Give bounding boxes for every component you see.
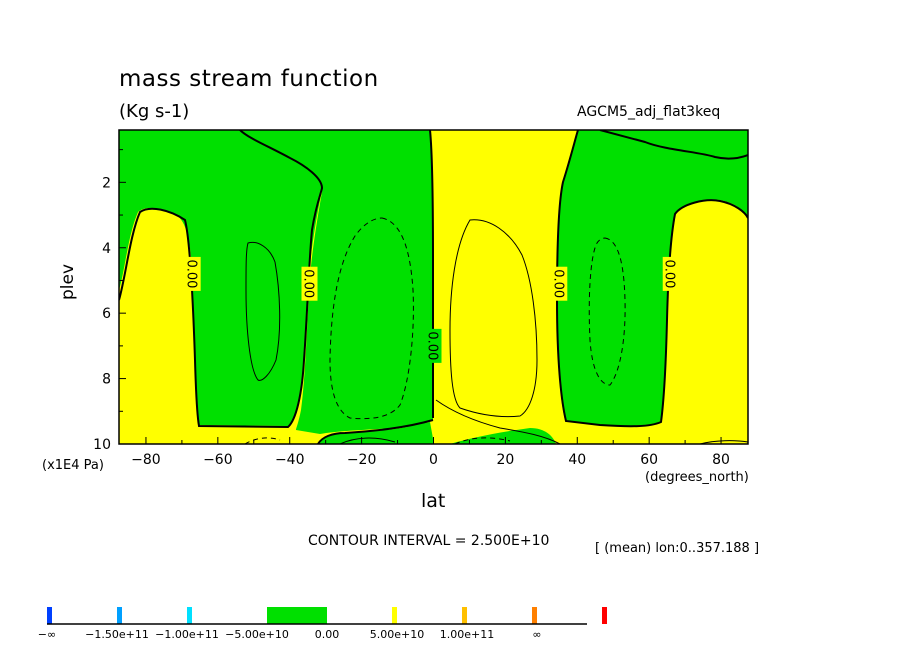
- colorbar-label: 1.00e+11: [440, 628, 494, 641]
- contour-label-text: 0.00: [662, 259, 677, 288]
- y-tick-label: 8: [102, 372, 111, 388]
- contour-label: 0.00: [184, 256, 201, 291]
- colorbar: −∞ −1.50e+11 −1.00e+11 −5.00e+10 0.00 5.00e+1…: [38, 607, 607, 641]
- negative-contour-line: [244, 437, 281, 444]
- colorbar-segment: [392, 607, 397, 624]
- chart-units: (Kg s-1): [119, 101, 190, 122]
- zero-contour-line: [599, 130, 748, 160]
- y-tick-label: 10: [93, 437, 111, 453]
- x-axis: −80 −60 −40 −20 0 20 40 60 80: [131, 437, 730, 468]
- y-axis-units: (x1E4 Pa): [42, 458, 104, 473]
- contour-label-text: 0.00: [425, 331, 440, 360]
- contour-line-layer: [119, 130, 748, 444]
- colorbar-label: −∞: [38, 628, 56, 641]
- contour-label-bg: [662, 256, 679, 291]
- colorbar-label: 0.00: [315, 628, 340, 641]
- colorbar-label: −1.50e+11: [85, 628, 149, 641]
- y-tick-label: 2: [102, 175, 111, 191]
- colorbar-label: 5.00e+10: [370, 628, 424, 641]
- mean-note: [ (mean) lon:0..357.188 ]: [595, 541, 760, 556]
- negative-contour-line: [454, 437, 511, 444]
- colorbar-segment: [602, 607, 607, 624]
- contour-label: 0.00: [425, 328, 442, 363]
- positive-contour-line: [435, 399, 561, 444]
- positive-contour-line: [699, 440, 748, 444]
- positive-contour-line: [449, 219, 538, 418]
- contour-label-text: 0.00: [184, 259, 199, 288]
- colorbar-segment: [47, 607, 52, 624]
- contour-label: 0.00: [300, 266, 318, 301]
- x-axis-units: (degrees_north): [645, 470, 749, 485]
- contour-labels: 0.00 0.00 0.00 0.00 0.00: [184, 256, 679, 363]
- negative-contour-line: [588, 237, 626, 386]
- negative-region-sh-subtropic: [240, 130, 433, 434]
- positive-contour-line: [339, 437, 396, 444]
- colorbar-label: ∞: [532, 628, 541, 641]
- x-tick-label: 0: [429, 452, 438, 468]
- negative-contour-line: [329, 217, 414, 420]
- chart-title: mass stream function: [119, 66, 379, 92]
- contour-label-bg: [551, 266, 568, 301]
- contour-label-bg: [184, 256, 201, 291]
- zero-contour-line: [555, 130, 748, 428]
- y-axis: 2 4 6 8 10: [93, 149, 126, 453]
- contour-interval-note: CONTOUR INTERVAL = 2.500E+10: [308, 533, 550, 549]
- contour-label-text: 0.00: [550, 269, 565, 298]
- negative-region-nh-polar: [600, 130, 748, 159]
- contour-label-bg: [301, 266, 318, 301]
- negative-region-sfc-nh: [450, 428, 556, 444]
- colorbar-label: −1.00e+11: [155, 628, 219, 641]
- positive-contour-line: [245, 241, 281, 381]
- negative-region-sfc-sh: [318, 422, 434, 444]
- colorbar-segment: [117, 607, 122, 624]
- x-tick-label: −80: [131, 452, 161, 468]
- negative-region-nh-subtropic: [557, 130, 748, 426]
- x-axis-label: lat: [421, 490, 446, 512]
- x-tick-label: 60: [640, 452, 658, 468]
- colorbar-segment: [187, 607, 192, 624]
- dataset-name: AGCM5_adj_flat3keq: [577, 104, 721, 120]
- zero-contour-line: [119, 130, 324, 429]
- colorbar-segment: [267, 607, 327, 624]
- y-tick-label: 6: [102, 306, 111, 322]
- x-tick-label: −60: [203, 452, 233, 468]
- contour-label: 0.00: [662, 256, 679, 291]
- x-tick-label: 40: [568, 452, 586, 468]
- contour-label-text: 0.00: [300, 269, 315, 298]
- colorbar-label: −5.00e+10: [225, 628, 289, 641]
- x-tick-label: 80: [712, 452, 730, 468]
- contour-label-bg: [425, 328, 442, 363]
- x-tick-label: −40: [275, 452, 305, 468]
- x-tick-label: −20: [347, 452, 377, 468]
- y-tick-label: 4: [102, 241, 111, 257]
- negative-region-sh-polar: [119, 130, 323, 444]
- contour-label: 0.00: [550, 266, 568, 301]
- zero-contour-line: [317, 419, 434, 444]
- x-tick-label: 20: [496, 452, 514, 468]
- colorbar-segment: [532, 607, 537, 624]
- zero-contour-line: [429, 130, 435, 418]
- colorbar-segment: [462, 607, 467, 624]
